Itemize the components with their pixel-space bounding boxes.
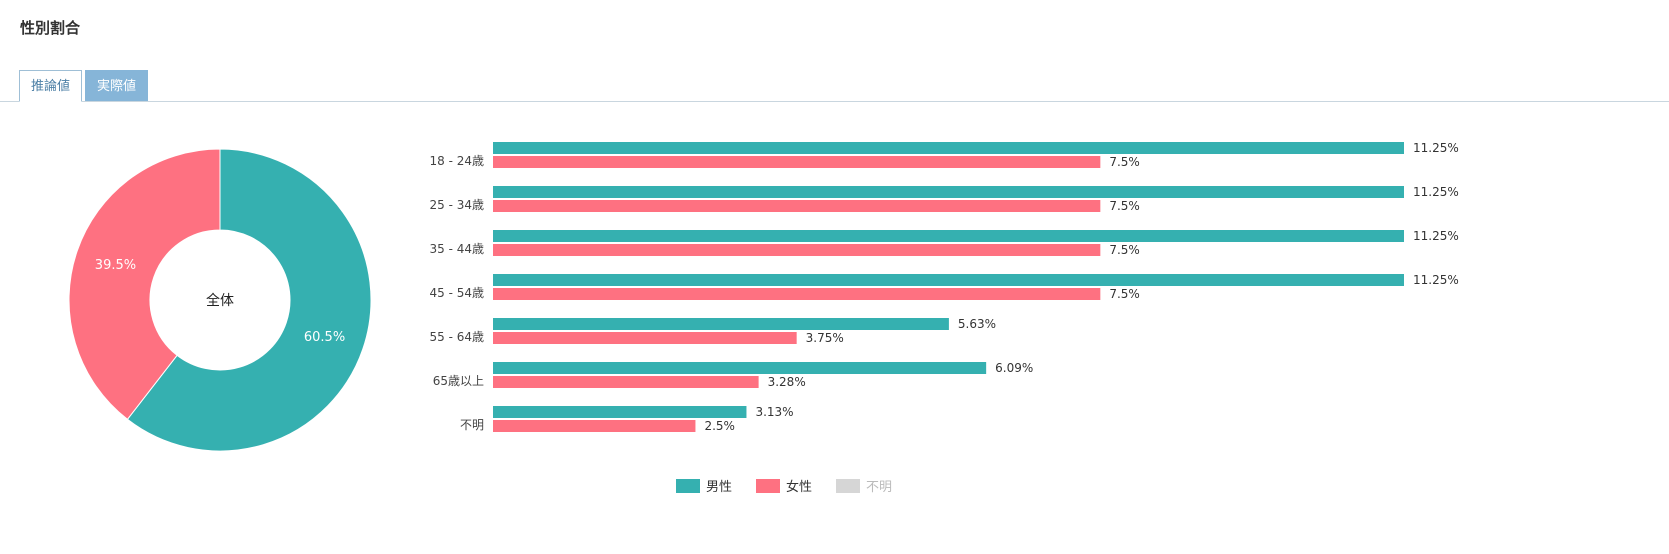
legend-swatch-female bbox=[756, 478, 781, 493]
bar-value-label-female-0: 7.5% bbox=[1109, 155, 1140, 169]
bar-male-1[interactable] bbox=[493, 186, 1404, 198]
legend-label-male: 男性 bbox=[706, 480, 733, 495]
bar-female-4[interactable] bbox=[493, 332, 797, 344]
legend-label-female: 女性 bbox=[786, 480, 813, 495]
legend-swatch-unknown bbox=[836, 478, 861, 493]
section-title: 性別割合 bbox=[20, 19, 81, 37]
bar-female-1[interactable] bbox=[493, 200, 1101, 212]
donut-slice-1[interactable] bbox=[68, 148, 221, 421]
tab-actual[interactable]: 実際値 bbox=[85, 70, 149, 101]
donut-slice-label-1: 39.5% bbox=[95, 258, 136, 273]
bar-value-label-male-4: 5.63% bbox=[958, 317, 996, 331]
bar-female-2[interactable] bbox=[493, 244, 1101, 256]
category-label-2: 35 - 44歳 bbox=[430, 242, 485, 256]
donut-center-label: 全体 bbox=[206, 292, 234, 309]
category-label-6: 不明 bbox=[460, 418, 484, 432]
donut-slice-label-0: 60.5% bbox=[304, 330, 345, 345]
tab-inferred[interactable]: 推論値 bbox=[19, 70, 83, 102]
bar-female-3[interactable] bbox=[493, 288, 1101, 300]
category-label-3: 45 - 54歳 bbox=[430, 286, 485, 300]
bar-female-6[interactable] bbox=[493, 420, 696, 432]
bar-male-2[interactable] bbox=[493, 230, 1404, 242]
legend-item-female[interactable]: 女性 bbox=[756, 476, 812, 495]
bar-value-label-female-3: 7.5% bbox=[1109, 287, 1140, 301]
bar-value-label-female-1: 7.5% bbox=[1109, 199, 1140, 213]
bar-value-label-male-1: 11.25% bbox=[1413, 185, 1459, 199]
bar-value-label-male-5: 6.09% bbox=[995, 361, 1033, 375]
bar-male-6[interactable] bbox=[493, 406, 747, 418]
bar-value-label-male-6: 3.13% bbox=[755, 405, 793, 419]
bar-male-5[interactable] bbox=[493, 362, 987, 374]
bar-value-label-male-0: 11.25% bbox=[1413, 141, 1459, 155]
category-label-0: 18 - 24歳 bbox=[430, 154, 485, 168]
age-bar-chart: 18 - 24歳 11.25% 7.5% 25 - 34歳 11.25% 7.5% 35 -… bbox=[430, 141, 1459, 433]
bar-value-label-male-3: 11.25% bbox=[1413, 273, 1459, 287]
legend-swatch-male bbox=[676, 478, 700, 493]
donut-slice-0[interactable] bbox=[126, 148, 372, 452]
bar-value-label-female-6: 2.5% bbox=[704, 419, 735, 433]
tab-bar: 推論値 実際値 bbox=[19, 70, 149, 102]
gender-donut-chart: 60.5% 39.5% 全体 bbox=[68, 148, 372, 452]
bar-male-3[interactable] bbox=[493, 274, 1404, 286]
bar-male-0[interactable] bbox=[493, 142, 1404, 154]
bar-value-label-male-2: 11.25% bbox=[1413, 229, 1459, 243]
legend-item-male[interactable]: 男性 bbox=[676, 476, 732, 495]
bar-female-5[interactable] bbox=[493, 376, 759, 388]
legend-label-unknown: 不明 bbox=[866, 480, 893, 495]
bar-value-label-female-4: 3.75% bbox=[806, 331, 844, 345]
category-label-5: 65歳以上 bbox=[433, 374, 484, 388]
category-label-4: 55 - 64歳 bbox=[430, 330, 485, 344]
tab-divider bbox=[0, 101, 1669, 102]
bar-value-label-female-5: 3.28% bbox=[768, 375, 806, 389]
legend-item-unknown[interactable]: 不明 bbox=[836, 476, 892, 495]
bar-female-0[interactable] bbox=[493, 156, 1101, 168]
category-label-1: 25 - 34歳 bbox=[430, 198, 485, 212]
bar-male-4[interactable] bbox=[493, 318, 949, 330]
bar-value-label-female-2: 7.5% bbox=[1109, 243, 1140, 257]
chart-legend: 男性 女性 不明 bbox=[676, 476, 916, 495]
